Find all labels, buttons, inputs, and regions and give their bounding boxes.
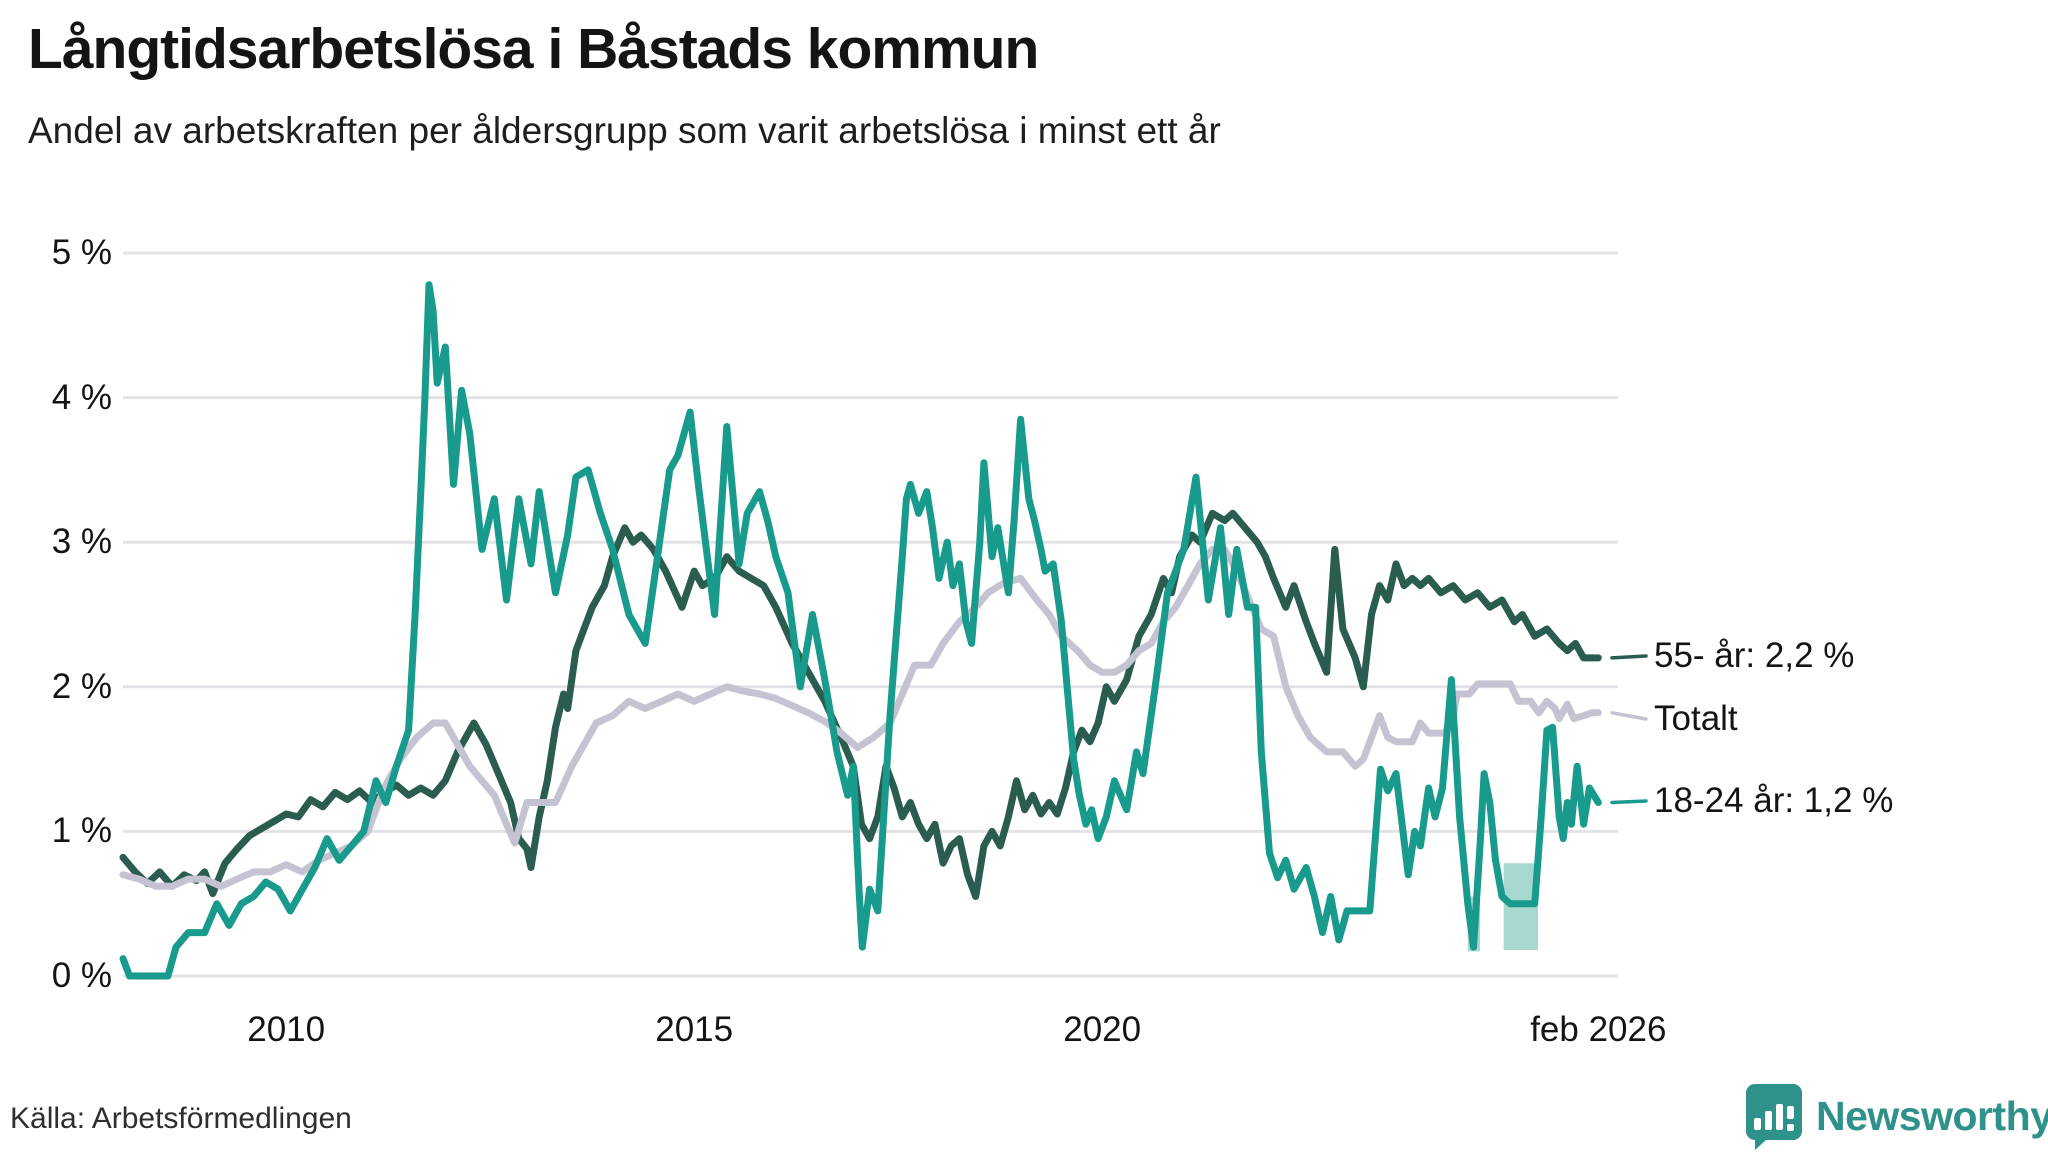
label-connector-totalt (1610, 711, 1648, 721)
newsworthy-logo: Newsworthy (1742, 1082, 2048, 1150)
y-tick-3: 3 % (51, 522, 112, 562)
y-tick-2: 2 % (51, 666, 112, 706)
y-tick-1: 1 % (51, 811, 112, 851)
y-tick-5: 5 % (51, 233, 112, 272)
series-label-55-ar: 55- år: 2,2 % (1654, 636, 1855, 675)
series-label-18-24-ar: 18-24 år: 1,2 % (1654, 781, 1894, 820)
label-connector-1824 (1610, 799, 1648, 805)
y-tick-0: 0 % (51, 956, 112, 995)
x-tick-feb-2026: feb 2026 (1530, 1010, 1667, 1049)
label-connector-55 (1610, 654, 1648, 660)
series-label-totalt: Totalt (1654, 699, 1738, 738)
page-title: Långtidsarbetslösa i Båstads kommun (28, 17, 1039, 81)
newsworthy-logo-text: Newsworthy (1816, 1092, 2048, 1139)
page-subtitle: Andel av arbetskraften per åldersgrupp s… (28, 110, 1221, 151)
y-tick-4: 4 % (51, 377, 112, 417)
series-line-55-r (119, 509, 1602, 900)
x-tick-2020: 2020 (1063, 1010, 1142, 1049)
series-line-18-24-r (119, 281, 1602, 980)
x-tick-2010: 2010 (247, 1010, 326, 1049)
source-attribution: Källa: Arbetsförmedlingen (10, 1102, 352, 1135)
newsworthy-logo-icon (1746, 1084, 1802, 1150)
x-tick-2015: 2015 (655, 1010, 734, 1049)
